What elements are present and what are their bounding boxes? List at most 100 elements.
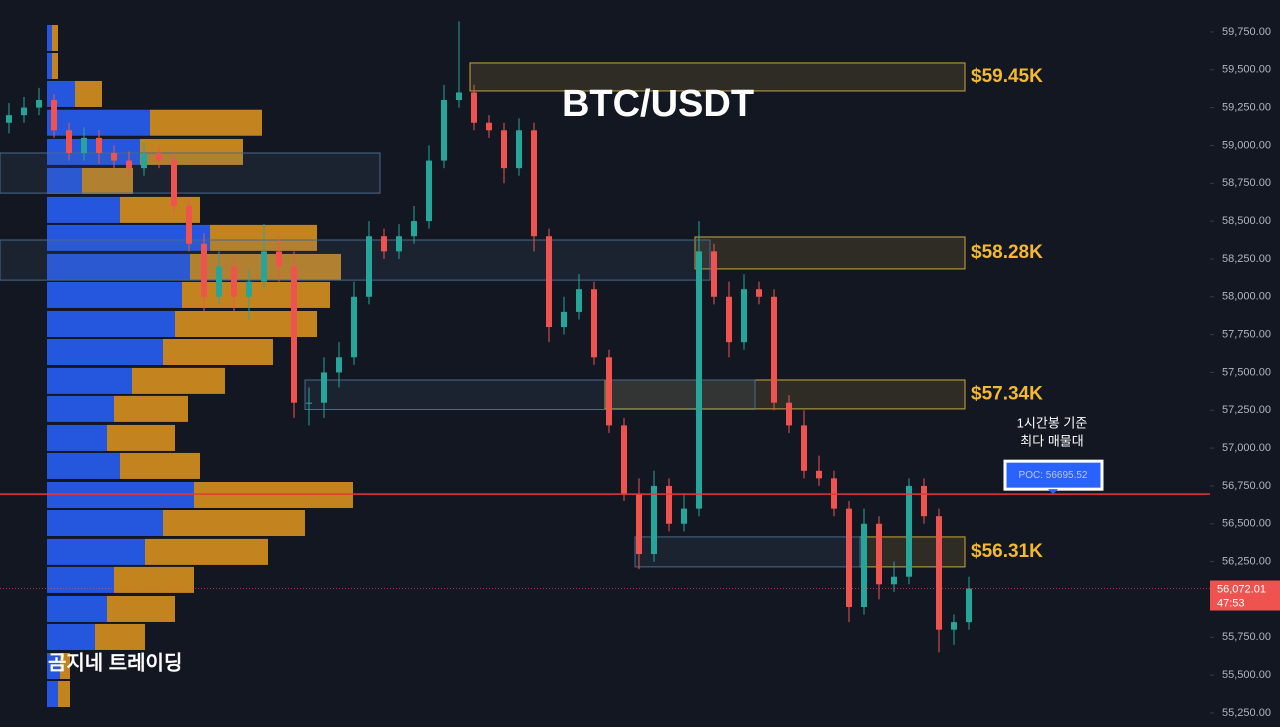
candle-body	[306, 402, 312, 404]
profile-sell	[52, 52, 58, 79]
profile-sell	[120, 452, 200, 479]
candle-body	[381, 236, 387, 252]
candle-body	[606, 357, 612, 426]
zone-label: $57.34K	[971, 383, 1043, 404]
candle-body	[276, 251, 282, 267]
y-tick-label: 55,250.00	[1222, 707, 1271, 719]
y-tick-label: 58,750.00	[1222, 177, 1271, 189]
candle-body	[876, 523, 882, 585]
candle-body	[336, 357, 342, 373]
y-tick-label: 55,500.00	[1222, 669, 1271, 681]
chart-title: BTC/USDT	[562, 83, 754, 125]
candle-body	[561, 311, 567, 328]
candle-body	[6, 115, 12, 123]
candle-body	[771, 296, 777, 403]
profile-buy	[47, 538, 145, 565]
candle-body	[291, 266, 297, 403]
y-tick-label: 57,500.00	[1222, 366, 1271, 378]
candle-body	[81, 137, 87, 153]
profile-sell	[60, 653, 70, 680]
profile-sell	[52, 24, 58, 51]
poc-label: POC: 56695.52	[1019, 470, 1088, 481]
profile-buy	[47, 253, 190, 280]
candle-body	[351, 296, 357, 358]
candle-body	[36, 100, 42, 108]
candle-body	[231, 266, 237, 297]
candle-body	[966, 588, 972, 623]
profile-sell	[58, 681, 70, 708]
profile-sell	[194, 482, 353, 509]
y-tick-label: 56,500.00	[1222, 518, 1271, 530]
profile-sell	[82, 167, 133, 194]
candle-body	[816, 470, 822, 479]
profile-buy	[47, 395, 114, 422]
candle-body	[891, 576, 897, 585]
zone	[859, 536, 966, 568]
candle-body	[936, 516, 942, 630]
profile-sell	[107, 595, 175, 622]
candle-body	[711, 251, 717, 297]
candle-body	[441, 100, 447, 161]
y-tick-label: 57,250.00	[1222, 404, 1271, 416]
zones: $59.45K $58.28K $57.34K $56.31K	[0, 62, 1043, 568]
profile-sell	[163, 338, 273, 365]
profile-sell	[95, 623, 145, 650]
y-tick-label: 58,000.00	[1222, 291, 1271, 303]
candle-body	[756, 289, 762, 297]
annotation: 1시간봉 기준	[1017, 415, 1088, 430]
candle-body	[921, 485, 927, 517]
profile-buy	[47, 167, 82, 194]
candle-body	[246, 281, 252, 297]
y-tick-label: 59,000.00	[1222, 139, 1271, 151]
annotation: 최다 매물대	[1020, 433, 1083, 448]
profile-buy	[47, 595, 107, 622]
profile-buy	[47, 52, 52, 79]
candle-body	[576, 289, 582, 312]
candle-body	[546, 236, 552, 328]
candle-body	[186, 205, 192, 244]
candle-body	[321, 372, 327, 403]
y-tick-label: 56,750.00	[1222, 480, 1271, 492]
y-tick-label: 59,500.00	[1222, 64, 1271, 76]
candle-body	[366, 236, 372, 297]
candle-body	[201, 243, 207, 297]
zone-label: $58.28K	[971, 242, 1043, 263]
candle-body	[66, 130, 72, 153]
candle-body	[21, 107, 27, 116]
zone	[634, 536, 861, 568]
profile-buy	[47, 424, 107, 451]
zone-label: $59.45K	[971, 66, 1043, 87]
candle-body	[156, 152, 162, 161]
profile-buy	[47, 138, 140, 165]
zone	[469, 62, 966, 92]
y-tick-label: 57,000.00	[1222, 442, 1271, 454]
candle-body	[666, 485, 672, 524]
candle-body	[471, 92, 477, 123]
profile-buy	[47, 653, 60, 680]
zone	[694, 236, 966, 270]
zone	[604, 379, 966, 410]
profile-buy	[47, 311, 175, 338]
candle-body	[141, 152, 147, 169]
candle-body	[906, 485, 912, 577]
candle-body	[741, 289, 747, 343]
candle-body	[591, 289, 597, 358]
candle-body	[486, 122, 492, 131]
candle-body	[531, 130, 537, 237]
zone	[0, 239, 711, 281]
candle-body	[861, 523, 867, 607]
profile-sell	[145, 538, 268, 565]
candle-body	[636, 493, 642, 555]
profile-buy	[47, 452, 120, 479]
candle-body	[681, 508, 687, 524]
y-tick-label: 55,750.00	[1222, 631, 1271, 643]
candle-body	[696, 251, 702, 509]
candle-body	[216, 266, 222, 297]
profile-sell	[150, 109, 262, 136]
profile-buy	[47, 224, 210, 251]
overlays: POC: 56695.52	[0, 459, 1210, 589]
profile-sell	[163, 510, 305, 537]
candle-body	[426, 160, 432, 222]
